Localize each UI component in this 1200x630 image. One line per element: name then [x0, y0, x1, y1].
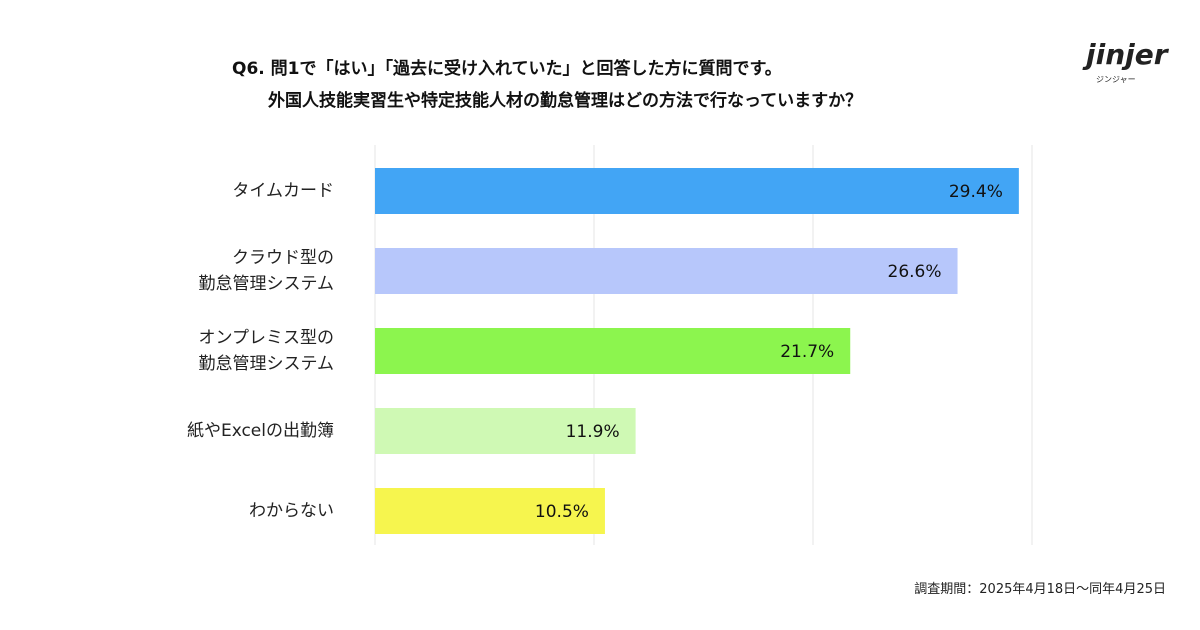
y-tick-label: 紙やExcelの出勤簿 [186, 421, 334, 441]
y-tick-label: わからない [249, 501, 334, 521]
value-label: 21.7% [780, 342, 834, 362]
value-label: 29.4% [949, 182, 1003, 202]
y-tick-label: タイムカード [232, 181, 334, 201]
chart-subtitle: 外国人技能実習生や特定技能人材の勤怠管理はどの方法で行なっていますか？ [268, 91, 863, 111]
bar [375, 408, 636, 454]
logo-kana: ジンジャー [1096, 75, 1136, 84]
value-label: 11.9% [566, 422, 620, 442]
y-tick-label: クラウド型の 勤怠管理システム [198, 248, 335, 294]
logo: jinjer [1086, 38, 1168, 71]
bar [375, 248, 958, 294]
bar [375, 168, 1019, 214]
bar [375, 328, 851, 374]
value-label: 10.5% [535, 502, 589, 522]
bar [375, 488, 605, 534]
value-label: 26.6% [888, 262, 942, 282]
chart-title: Q6. 問1で「はい」「過去に受け入れていた」と回答した方に質問です。 [232, 59, 782, 79]
y-tick-label: オンプレミス型の 勤怠管理システム [198, 328, 335, 374]
note: 調査期間：2025年4月18日〜同年4月25日 [914, 582, 1166, 597]
